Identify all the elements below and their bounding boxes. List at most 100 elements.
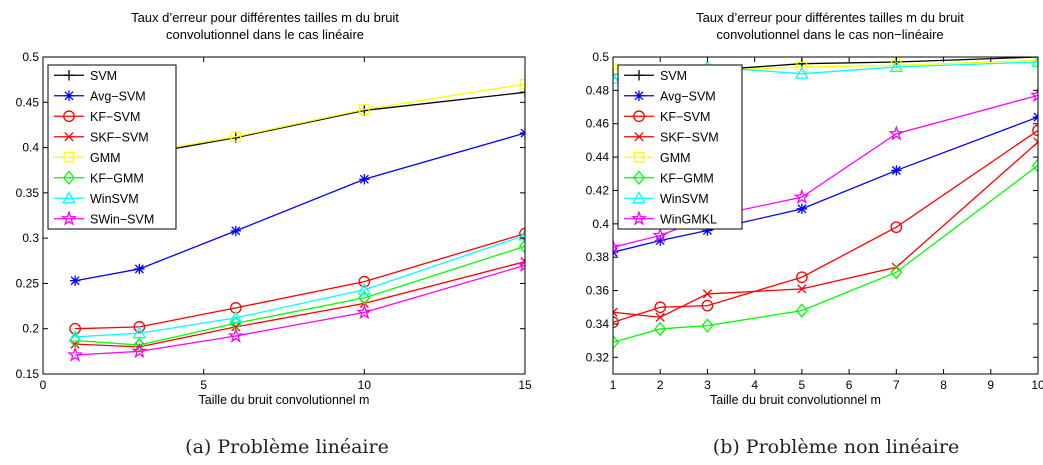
- chart-b-legend-marker: [632, 170, 646, 186]
- chart-b-ytick-label: 0.46: [586, 117, 610, 131]
- chart-a-legend-marker: [64, 132, 74, 142]
- chart-b-data-point: [889, 59, 904, 73]
- chart-b-ytick-label: 0.36: [586, 284, 610, 298]
- chart-b-xtick-label: 8: [940, 378, 947, 392]
- chart-a-legend-label: Avg−SVM: [90, 89, 146, 103]
- chart-a-data-point: [230, 131, 242, 143]
- chart-a-legend-label: WinSVM: [90, 192, 139, 206]
- chart-b-legend-marker: [633, 90, 645, 101]
- chart-b-data-point: [613, 238, 622, 255]
- chart-a-data-point: [67, 346, 84, 362]
- chart-b-data-point: [613, 316, 619, 329]
- chart-b-data-point: [701, 299, 714, 312]
- chart-a-series-2: [69, 227, 525, 335]
- chart-b-data-point: [797, 284, 807, 294]
- chart-a-xtick-label: 5: [200, 378, 207, 392]
- chart-b-data-point: [702, 225, 713, 236]
- chart-b-legend-marker: [633, 70, 645, 81]
- chart-b-data-point: [796, 203, 808, 215]
- chart-b-legend-item: GMM: [624, 151, 691, 165]
- chart-a-title-line: Taux d’erreur pour différentes tailles m…: [131, 10, 399, 25]
- chart-a-data-point: [358, 275, 371, 288]
- chart-b-legend-item: SKF−SVM: [624, 130, 719, 144]
- chart-a-ytick-label: 0.3: [22, 231, 39, 245]
- chart-b-legend-label: KF−SVM: [660, 110, 710, 124]
- chart-a-ytick-label: 0.35: [16, 186, 40, 200]
- chart-b-data-point: [613, 335, 620, 350]
- chart-a-legend-label: SKF−SVM: [90, 130, 149, 144]
- chart-b-ytick-label: 0.38: [586, 250, 610, 264]
- chart-a-legend-marker: [62, 170, 76, 186]
- chart-b-legend-label: WinSVM: [660, 192, 709, 206]
- chart-a-legend-marker: [63, 151, 75, 163]
- chart-b-data-point: [701, 318, 714, 333]
- chart-a-legend-marker: [60, 210, 78, 226]
- chart-b-legend-marker: [633, 151, 645, 163]
- chart-a-series-6: [68, 228, 525, 342]
- chart-a-legend-item: SWin−SVM: [54, 210, 154, 226]
- chart-b-caption: (b) Problème non linéaire: [713, 436, 959, 458]
- chart-b-legend-item: WinGMKL: [624, 210, 717, 226]
- chart-b-legend-item: WinSVM: [624, 191, 709, 206]
- chart-b-data-point: [654, 301, 667, 314]
- chart-a-data-point: [516, 256, 525, 273]
- chart-a-series-line: [75, 234, 525, 338]
- chart-b-data-point: [1029, 86, 1038, 103]
- chart-a-series-line: [75, 245, 525, 346]
- chart-b-series-5: [613, 158, 1038, 350]
- chart-a-ytick-label: 0.5: [22, 50, 39, 64]
- chart-a-data-point: [68, 329, 82, 342]
- chart-b-series-line: [613, 116, 1038, 253]
- chart-b-xtick-label: 3: [704, 378, 711, 392]
- chart-b-xtick-label: 6: [846, 378, 853, 392]
- chart-b-xtick-label: 2: [657, 378, 664, 392]
- chart-a-xtick-label: 15: [518, 378, 532, 392]
- chart-b-data-point: [891, 165, 902, 176]
- chart-b-xlabel: Taille du bruit convolutionnel m: [710, 393, 881, 407]
- chart-b-data-point: [655, 235, 666, 246]
- chart-a-legend-marker: [63, 70, 75, 81]
- chart-a-data-point: [132, 326, 147, 339]
- chart-b-xtick-label: 5: [799, 378, 806, 392]
- chart-b-data-point: [795, 303, 808, 318]
- chart-a-xtick-label: 10: [358, 378, 372, 392]
- chart-a-data-point: [133, 321, 146, 333]
- chart-b-xtick-label: 10: [1031, 378, 1043, 392]
- chart-a-data-point: [134, 263, 145, 275]
- chart-b-data-point: [654, 321, 667, 337]
- chart-b-legend: SVM Avg−SVM KF−SVM SKF−SVM GMM KF−GMM WinSVM Wi…: [617, 64, 743, 230]
- chart-b-ytick-label: 0.5: [592, 50, 609, 64]
- chart-a-data-point: [357, 282, 372, 295]
- chart-b-title-line: Taux d’erreur pour différentes tailles m…: [696, 10, 964, 25]
- chart-b-xtick-label: 1: [610, 378, 617, 392]
- chart-a-data-point: [131, 342, 148, 359]
- chart-b-data-point: [652, 227, 669, 243]
- chart-b-legend-marker: [632, 191, 646, 204]
- chart-a-legend-label: SWin−SVM: [90, 212, 154, 226]
- chart-b-series-line: [613, 94, 1038, 248]
- chart-b-legend-label: Avg−SVM: [660, 89, 716, 103]
- chart-b-data-point: [1031, 158, 1038, 173]
- chart-b-data-point: [702, 289, 713, 299]
- chart-b-legend-label: GMM: [660, 151, 691, 165]
- chart-a-legend-item: Avg−SVM: [54, 89, 146, 103]
- chart-a-data-point: [520, 257, 525, 267]
- chart-a-legend-item: SKF−SVM: [54, 130, 149, 144]
- chart-b-ytick-label: 0.48: [586, 83, 610, 97]
- chart-b-legend-label: KF−GMM: [660, 171, 714, 185]
- chart-a: Taux d’erreur pour différentes tailles m…: [16, 10, 532, 458]
- chart-a-legend-marker: [62, 191, 76, 204]
- chart-a-caption: (a) Problème linéaire: [185, 436, 389, 458]
- chart-b-data-point: [1031, 57, 1038, 68]
- chart-b-title-line: convolutionnel dans le cas non−linéaire: [716, 27, 943, 42]
- chart-b-legend-item: KF−GMM: [624, 170, 714, 186]
- chart-a-data-point: [359, 104, 370, 115]
- chart-a-ytick-label: 0.2: [22, 322, 39, 336]
- chart-a-ytick-label: 0.45: [16, 95, 40, 109]
- chart-b-legend-item: Avg−SVM: [624, 89, 716, 103]
- chart-b-legend-item: KF−SVM: [624, 110, 710, 124]
- chart-b-xtick-label: 4: [751, 378, 758, 392]
- chart-a-series-7: [67, 256, 525, 362]
- chart-a-legend-item: KF−GMM: [54, 170, 144, 186]
- chart-a-data-point: [519, 87, 525, 98]
